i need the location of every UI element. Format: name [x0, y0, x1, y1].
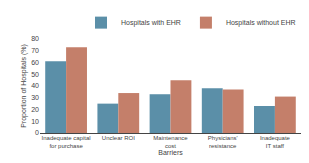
svg-text:30: 30 [31, 94, 39, 101]
svg-text:0: 0 [35, 129, 39, 136]
svg-text:70: 70 [31, 47, 39, 54]
svg-text:80: 80 [31, 35, 39, 42]
svg-text:Unclear ROI: Unclear ROI [102, 135, 135, 141]
svg-text:20: 20 [31, 106, 39, 113]
svg-text:Inadequate capitalfor purchase: Inadequate capitalfor purchase [42, 135, 91, 149]
svg-text:Hospitals with EHR: Hospitals with EHR [121, 19, 181, 27]
svg-text:Physicians'resistance: Physicians'resistance [208, 135, 238, 149]
svg-text:50: 50 [31, 71, 39, 78]
svg-text:InadequateIT staff: InadequateIT staff [260, 135, 291, 149]
svg-text:Proportion of Hospitals (%): Proportion of Hospitals (%) [20, 44, 28, 128]
svg-text:10: 10 [31, 118, 39, 125]
svg-text:60: 60 [31, 59, 39, 66]
svg-text:Barriers: Barriers [158, 149, 183, 156]
svg-text:40: 40 [31, 82, 39, 89]
svg-text:Hospitals without EHR: Hospitals without EHR [226, 19, 296, 27]
svg-text:Maintenancecost: Maintenancecost [153, 135, 188, 149]
